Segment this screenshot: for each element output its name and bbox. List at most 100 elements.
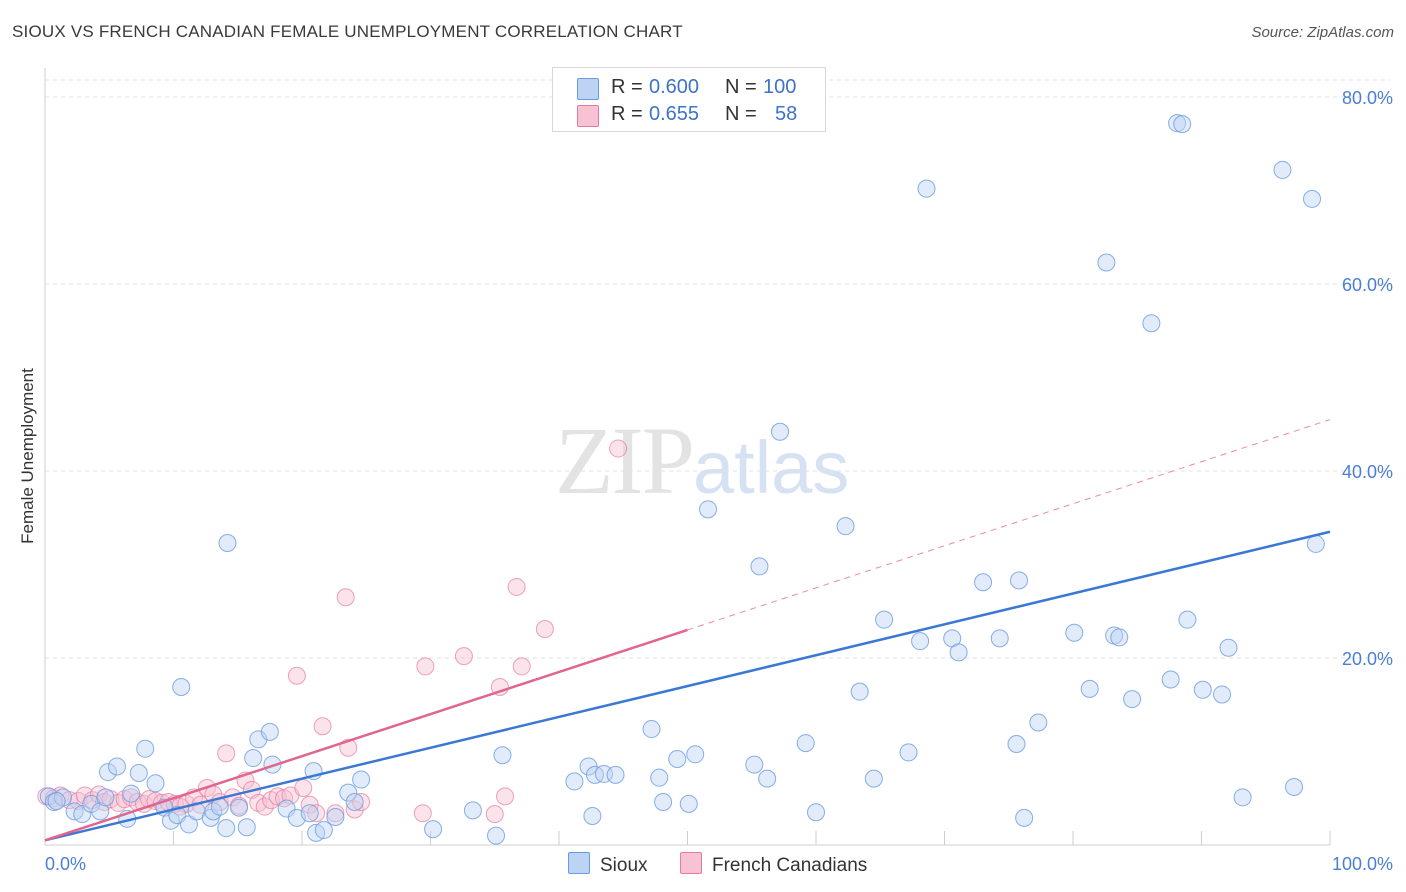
series-swatch-french: [680, 852, 702, 874]
french-point: [217, 744, 236, 763]
french-point: [512, 657, 531, 676]
sioux-point: [47, 792, 66, 811]
sioux-point: [424, 820, 443, 839]
sioux-point: [679, 794, 698, 813]
french-point: [336, 588, 355, 607]
sioux-point: [345, 792, 364, 811]
french-point: [307, 804, 326, 823]
sioux-point: [1110, 628, 1129, 647]
sioux-point: [1303, 189, 1322, 208]
sioux-point: [463, 801, 482, 820]
series-swatch-sioux: [568, 852, 590, 874]
series-label-french: French Canadians: [712, 855, 868, 876]
sioux-point: [1306, 534, 1325, 553]
sioux-point: [1168, 114, 1187, 133]
sioux-point: [911, 632, 930, 651]
french-point: [255, 797, 274, 816]
sioux-point: [583, 807, 602, 826]
sioux-point: [1173, 115, 1192, 134]
sioux-point: [230, 798, 249, 817]
sioux-point: [850, 682, 869, 701]
sioux-point: [493, 746, 512, 765]
sioux-point: [96, 788, 115, 807]
sioux-point: [217, 819, 236, 838]
y-tick-label: 40.0%: [1342, 462, 1393, 482]
legend-n-label: N =: [725, 76, 757, 98]
watermark-zip: ZIP: [555, 407, 695, 514]
sioux-point: [606, 765, 625, 784]
sioux-point: [796, 734, 815, 753]
french-point: [268, 787, 287, 806]
sioux-point: [204, 802, 223, 821]
sioux-point: [218, 533, 237, 552]
sioux-point: [1219, 638, 1238, 657]
french-canadians-points: [37, 439, 628, 824]
series-legend-sioux: Sioux: [568, 852, 648, 877]
y-tick-label: 80.0%: [1342, 88, 1393, 108]
sioux-point: [668, 749, 687, 768]
sioux-point: [339, 783, 358, 802]
sioux-point: [1029, 713, 1048, 732]
chart-title: SIOUX VS FRENCH CANADIAN FEMALE UNEMPLOY…: [12, 22, 683, 41]
sioux-point: [237, 818, 256, 837]
sioux-point: [146, 774, 165, 793]
sioux-point: [1213, 685, 1232, 704]
french-point: [313, 717, 332, 736]
sioux-point: [244, 749, 263, 768]
sioux-point: [314, 821, 333, 840]
french-point: [413, 804, 432, 823]
sioux-point: [585, 765, 604, 784]
french-point: [294, 778, 313, 797]
sioux-point: [487, 826, 506, 845]
sioux-point: [642, 720, 661, 739]
y-tick-label: 20.0%: [1342, 649, 1393, 669]
sioux-point: [98, 763, 117, 782]
sioux-point: [650, 768, 669, 787]
watermark: ZIPatlas: [555, 405, 849, 516]
series-label-sioux: Sioux: [600, 855, 648, 876]
french-point: [416, 657, 435, 676]
sioux-point: [1161, 670, 1180, 689]
sioux-point: [352, 770, 371, 789]
sioux-point: [1285, 778, 1304, 797]
sioux-point: [326, 807, 345, 826]
sioux-point: [277, 799, 296, 818]
french-point: [485, 805, 504, 824]
french-point: [454, 647, 473, 666]
sioux-point: [136, 739, 155, 758]
y-tick-label: 60.0%: [1342, 275, 1393, 295]
sioux-point: [1015, 808, 1034, 827]
sioux-point: [807, 803, 825, 822]
french-point: [352, 792, 371, 811]
sioux-point: [875, 610, 894, 629]
legend-r-value: 0.655: [649, 103, 700, 125]
sioux-point: [758, 769, 777, 788]
legend-n-value: 100: [763, 76, 797, 98]
sioux-point: [129, 764, 148, 783]
legend-n-value: 58: [775, 103, 798, 125]
legend-swatch-french: [577, 105, 599, 127]
french-point: [535, 620, 554, 639]
sioux-point: [1065, 623, 1084, 642]
series-legend-french: French Canadians: [680, 852, 867, 877]
sioux-point: [73, 805, 92, 824]
french-trend-extension: [687, 419, 1331, 631]
legend-r-value: 0.600: [649, 76, 700, 98]
sioux-point: [1123, 690, 1142, 709]
tick-labels: 20.0% 40.0% 60.0% 80.0% 0.0% 100.0%: [45, 88, 1393, 874]
french-point: [326, 804, 345, 823]
sioux-point: [1142, 314, 1161, 333]
x-tick-label: 100.0%: [1332, 854, 1393, 874]
legend-r-label: R =: [611, 76, 643, 98]
sioux-point: [1233, 788, 1252, 807]
sioux-point: [745, 755, 764, 774]
sioux-point: [864, 769, 883, 788]
trend-lines: [44, 419, 1331, 842]
sioux-point: [917, 179, 936, 198]
source-credit: Source: ZipAtlas.com: [1251, 24, 1394, 41]
sioux-point: [836, 517, 855, 536]
sioux-point: [1010, 571, 1029, 590]
sioux-point: [172, 677, 191, 696]
sioux-point: [1193, 680, 1212, 699]
